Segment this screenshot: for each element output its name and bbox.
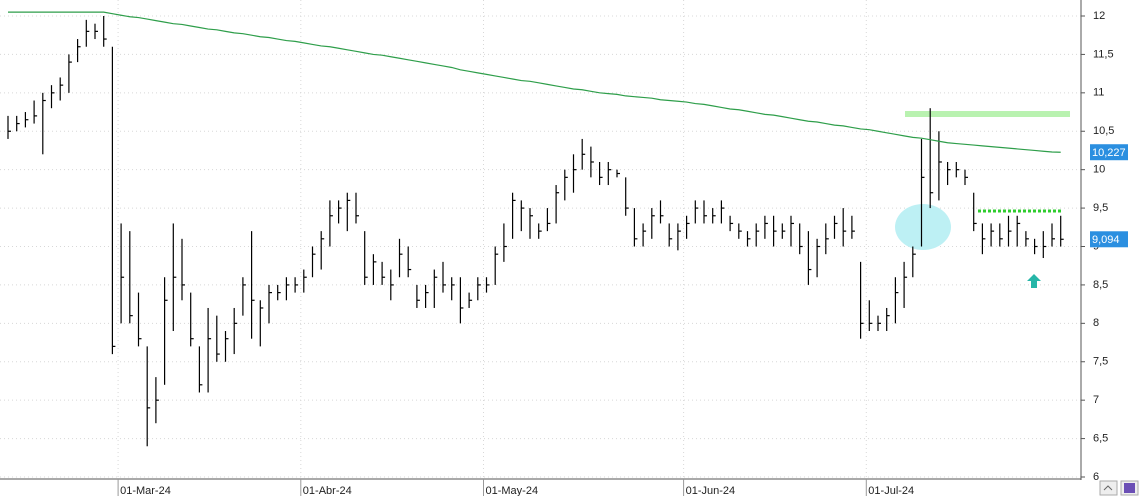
last-value-box bbox=[1090, 231, 1128, 248]
y-tick-label: 10,5 bbox=[1093, 125, 1114, 137]
moving-average-line bbox=[8, 11, 1061, 153]
y-tick-label: 10 bbox=[1093, 164, 1105, 176]
last-value-label: 10,227 bbox=[1092, 147, 1126, 159]
y-tick-label: 6,5 bbox=[1093, 432, 1108, 444]
y-tick-label: 8 bbox=[1093, 317, 1099, 329]
y-tick-label: 6 bbox=[1093, 471, 1099, 483]
y-tick-label: 7,5 bbox=[1093, 356, 1108, 368]
x-tick-label: 01-Jun-24 bbox=[686, 485, 736, 496]
last-value-label: 9,094 bbox=[1092, 234, 1120, 246]
x-tick-label: 01-Abr-24 bbox=[303, 485, 352, 496]
y-tick-label: 8,5 bbox=[1093, 279, 1108, 291]
marks bbox=[7, 11, 1064, 447]
last-value-box bbox=[1090, 144, 1128, 161]
y-tick-label: 12 bbox=[1093, 10, 1105, 22]
scroll-button[interactable] bbox=[1099, 480, 1118, 496]
y-tick-label: 11 bbox=[1093, 87, 1104, 99]
save-icon bbox=[1124, 483, 1135, 493]
scroll-icon bbox=[1103, 485, 1113, 491]
annotation-band bbox=[905, 111, 1070, 117]
y-tick-label: 9,5 bbox=[1093, 202, 1108, 214]
annotation-arrow bbox=[1027, 274, 1041, 288]
annotation-ellipse bbox=[895, 204, 951, 250]
x-tick-label: 01-Mar-24 bbox=[120, 485, 171, 496]
grid bbox=[0, 0, 1081, 479]
y-tick-label: 7 bbox=[1093, 394, 1099, 406]
y-tick-label: 11,5 bbox=[1093, 48, 1114, 60]
axis-labels: 66,577,588,599,51010,51111,51201-Mar-240… bbox=[117, 10, 1128, 496]
x-tick-label: 01-Jul-24 bbox=[868, 485, 914, 496]
x-tick-label: 01-May-24 bbox=[486, 485, 539, 496]
